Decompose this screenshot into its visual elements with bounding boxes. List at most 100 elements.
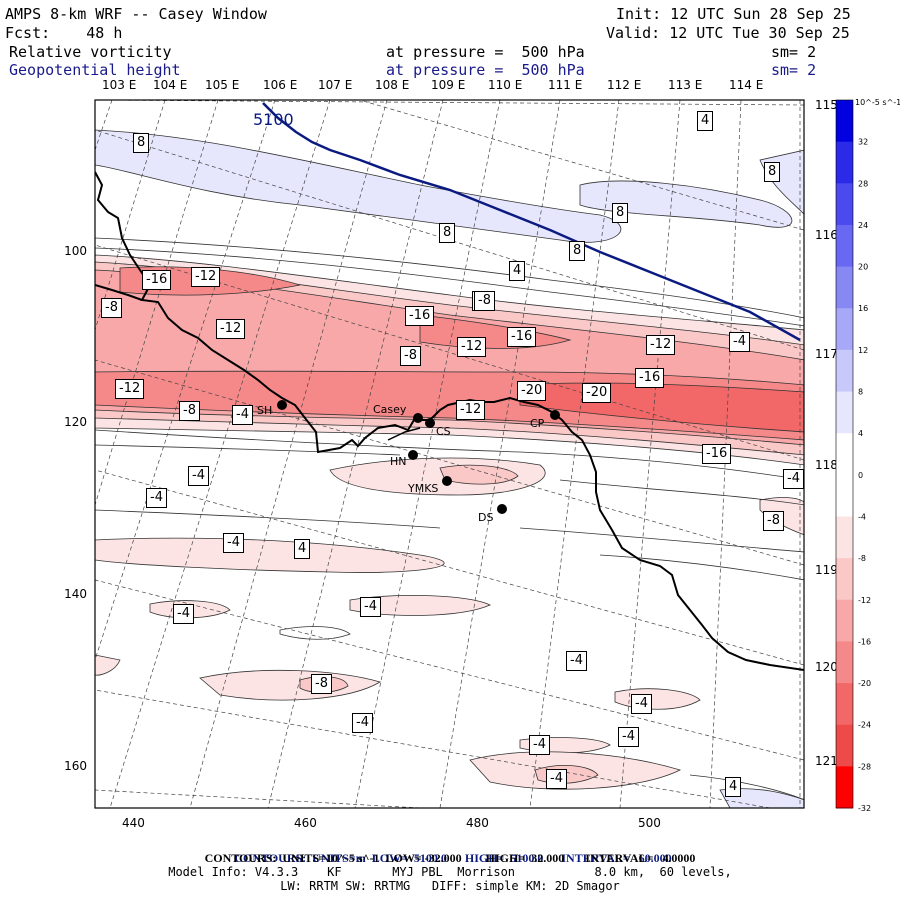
station-label: DS — [478, 511, 494, 524]
colorbar-tick-label: 16 — [858, 304, 868, 313]
vorticity-contour-label: -4 — [352, 713, 373, 733]
colorbar-tick-label: 20 — [858, 263, 868, 272]
init-time: Init: 12 UTC Sun 28 Sep 25 — [616, 5, 851, 23]
station-dot — [442, 476, 452, 486]
colorbar-tick-label: -16 — [858, 637, 871, 646]
vorticity-contour-label: 8 — [569, 241, 586, 261]
x-axis-label: 460 — [294, 816, 317, 830]
positive-vorticity-area — [95, 129, 622, 243]
colorbar-tick-label: -24 — [858, 721, 871, 730]
vorticity-contour-label: -20 — [517, 381, 547, 401]
colorbar-tick-label: 8 — [858, 388, 863, 397]
colorbar-swatch — [836, 391, 853, 434]
negative-vorticity-area — [95, 537, 445, 573]
x-axis-label: 500 — [638, 816, 661, 830]
field2-name: Geopotential height — [9, 61, 181, 79]
colorbar-frame — [835, 99, 854, 809]
vorticity-contour-label: -4 — [146, 488, 167, 508]
vorticity-contour-label: -4 — [546, 769, 567, 789]
colorbar-tick-label: -4 — [858, 512, 866, 521]
colorbar-tick-label: 28 — [858, 179, 868, 188]
station-dot — [408, 450, 418, 460]
colorbar-tick-label: -12 — [858, 596, 871, 605]
vorticity-contour-label: -8 — [101, 298, 122, 318]
colorbar-tick-label: 4 — [858, 429, 863, 438]
valid-time: Valid: 12 UTC Tue 30 Sep 25 — [606, 24, 850, 42]
forecast-hour: Fcst: 48 h — [5, 24, 123, 42]
coastline — [95, 171, 804, 671]
station-label: YMKS — [408, 482, 439, 495]
negative-vorticity-area — [439, 464, 519, 485]
negative-vorticity-area — [349, 595, 491, 616]
field2-smoothing: sm= 2 — [771, 61, 817, 79]
lon-label-top: 109 E — [431, 78, 466, 92]
footer-line-3: Model Info: V4.3.3 KF MYJ PBL Morrison 8… — [168, 865, 732, 879]
colorbar: 32 28 24 20 16 12 8 4 0 -4 -8 -12 -16 -20 -24 -28 -32 — [835, 99, 871, 813]
colorbar-swatch — [836, 766, 853, 809]
vorticity-contour-label: -16 — [507, 327, 537, 347]
field1-smoothing: sm= 2 — [771, 43, 817, 61]
colorbar-swatch — [836, 183, 853, 226]
x-axis-label: 480 — [466, 816, 489, 830]
vorticity-contour-label: -8 — [763, 511, 784, 531]
colorbar-tick-label: 12 — [858, 346, 868, 355]
vorticity-contour-label: -4 — [173, 604, 194, 624]
colorbar-swatch — [836, 641, 853, 684]
lon-label-top: 104 E — [153, 78, 188, 92]
colorbar-swatch — [836, 599, 853, 642]
colorbar-tick-label: 32 — [858, 138, 868, 147]
y-axis-label: 140 — [64, 587, 87, 601]
vorticity-contour-label: -12 — [216, 319, 246, 339]
vorticity-contour-label: 4 — [294, 539, 311, 559]
vorticity-contour-label: -4 — [729, 332, 750, 352]
station-label: HN — [390, 455, 407, 468]
vorticity-contour-label: 8 — [612, 203, 629, 223]
station-label: CP — [530, 417, 545, 430]
footer-height-contours: CONTOURS: UNITS=m LOW= 5100.0 — [234, 851, 447, 865]
colorbar-tick-label: -20 — [858, 679, 871, 688]
vorticity-contour-label: -12 — [115, 379, 145, 399]
colorbar-unit: 10^-5 s^-1 — [855, 98, 900, 107]
geopotential-height-contour — [262, 102, 801, 342]
station-label: CS — [436, 425, 451, 438]
vorticity-contour-label: -4 — [188, 466, 209, 486]
station-label: Casey — [373, 403, 407, 416]
colorbar-swatch — [836, 349, 853, 393]
footer-height-interval: INTERVAL= 60.000 — [561, 851, 672, 865]
colorbar-tick-label: 24 — [858, 221, 868, 230]
negative-vorticity-area — [614, 688, 701, 710]
vorticity-contour-label: -4 — [232, 405, 253, 425]
vorticity-contour-label: 8 — [764, 162, 781, 182]
station-dot — [413, 413, 423, 423]
vorticity-contour-label: -4 — [783, 469, 804, 489]
field1-name: Relative vorticity — [9, 43, 172, 61]
station-label: SH — [257, 404, 273, 417]
lon-label-top: 105 E — [205, 78, 240, 92]
vorticity-contour-label: -8 — [400, 346, 421, 366]
colorbar-swatch — [836, 308, 853, 351]
colorbar-swatch — [836, 141, 853, 184]
vorticity-contour-label: 4 — [509, 261, 526, 281]
colorbar-swatch — [836, 683, 853, 726]
colorbar-tick-label: -32 — [858, 804, 871, 813]
y-axis-label: 120 — [64, 415, 87, 429]
vorticity-contour-label: -8 — [311, 674, 332, 694]
colorbar-swatch — [836, 724, 853, 767]
colorbar-swatch — [836, 516, 853, 559]
station-dot — [425, 418, 435, 428]
colorbar-swatch — [836, 558, 853, 601]
colorbar-swatch — [836, 224, 853, 268]
lon-label-top: 107 E — [318, 78, 353, 92]
lon-label-top: 103 E — [102, 78, 137, 92]
colorbar-tick-label: -8 — [858, 554, 866, 563]
station-dot — [277, 400, 287, 410]
colorbar-tick-label: 0 — [858, 471, 863, 480]
station-dot — [497, 504, 507, 514]
footer-line-1: CONTOURS: UNITS=m LOW= 5100.0 HIGH= 5100… — [0, 839, 900, 865]
lon-label-top: 108 E — [375, 78, 410, 92]
vorticity-contour-label: 4 — [725, 777, 742, 797]
map-title: AMPS 8-km WRF -- Casey Window — [5, 5, 267, 23]
lon-label-top: 113 E — [668, 78, 703, 92]
y-axis-label: 100 — [64, 244, 87, 258]
